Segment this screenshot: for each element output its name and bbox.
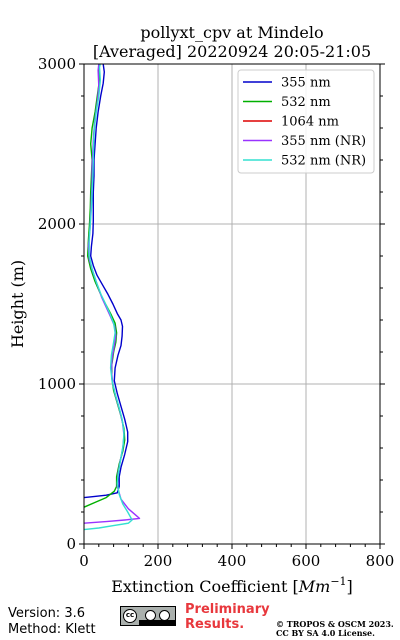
series-lines bbox=[84, 64, 141, 531]
x-tick-label: 400 bbox=[218, 552, 247, 570]
y-axis-label: Height (m) bbox=[8, 260, 27, 348]
y-tick-label: 2000 bbox=[38, 215, 76, 233]
y-tick-label: 3000 bbox=[38, 55, 76, 73]
series-line-355-nm bbox=[84, 64, 129, 499]
legend-label: 355 nm (NR) bbox=[281, 134, 366, 149]
legend-label: 532 nm bbox=[281, 95, 331, 110]
series-line-532-nm bbox=[84, 64, 126, 508]
version-text: Version: 3.6 bbox=[8, 606, 85, 621]
copyright-line-1: © TROPOS & OSCM 2023. bbox=[276, 619, 394, 629]
legend-label: 532 nm (NR) bbox=[281, 154, 366, 169]
legend-label: 355 nm bbox=[281, 76, 331, 91]
license-strip bbox=[139, 620, 175, 625]
copyright-line-2: CC BY SA 4.0 License. bbox=[276, 628, 375, 638]
legend-label: 1064 nm bbox=[281, 115, 339, 130]
legend-box bbox=[237, 69, 375, 174]
y-tick-label: 0 bbox=[66, 535, 76, 553]
axis-ticks: 0 200 400 600 800 0 1000 2000 3000 bbox=[38, 55, 395, 570]
cc-by-sa-logo: cc bbox=[120, 606, 176, 626]
chart-title-line-2: [Averaged] 20220924 20:05-21:05 bbox=[93, 42, 371, 61]
y-tick-label: 1000 bbox=[38, 375, 76, 393]
x-tick-label: 800 bbox=[366, 552, 395, 570]
x-tick-label: 0 bbox=[79, 552, 89, 570]
x-axis-label: Extinction Coefficient [Mm−1] bbox=[111, 575, 353, 596]
method-text: Method: Klett bbox=[8, 622, 96, 637]
chart-title-line-1: pollyxt_cpv at Mindelo bbox=[140, 23, 323, 42]
legend: 355 nm 532 nm 1064 nm 355 nm (NR) 532 nm (NR… bbox=[237, 69, 375, 174]
x-tick-label: 600 bbox=[292, 552, 321, 570]
preliminary-notice: Preliminary Results. bbox=[185, 602, 270, 632]
copyright-notice: © TROPOS & OSCM 2023. CC BY SA 4.0 Licen… bbox=[276, 620, 394, 638]
extinction-profile-chart: pollyxt_cpv at Mindelo [Averaged] 202209… bbox=[8, 23, 395, 596]
series-line-532-nm-nr- bbox=[84, 64, 133, 531]
preliminary-line-1: Preliminary bbox=[185, 602, 270, 617]
x-tick-label: 200 bbox=[144, 552, 173, 570]
cc-icon: cc bbox=[123, 609, 137, 623]
version-info: Version: 3.6 Method: Klett bbox=[8, 606, 96, 638]
preliminary-line-2: Results. bbox=[185, 617, 245, 632]
